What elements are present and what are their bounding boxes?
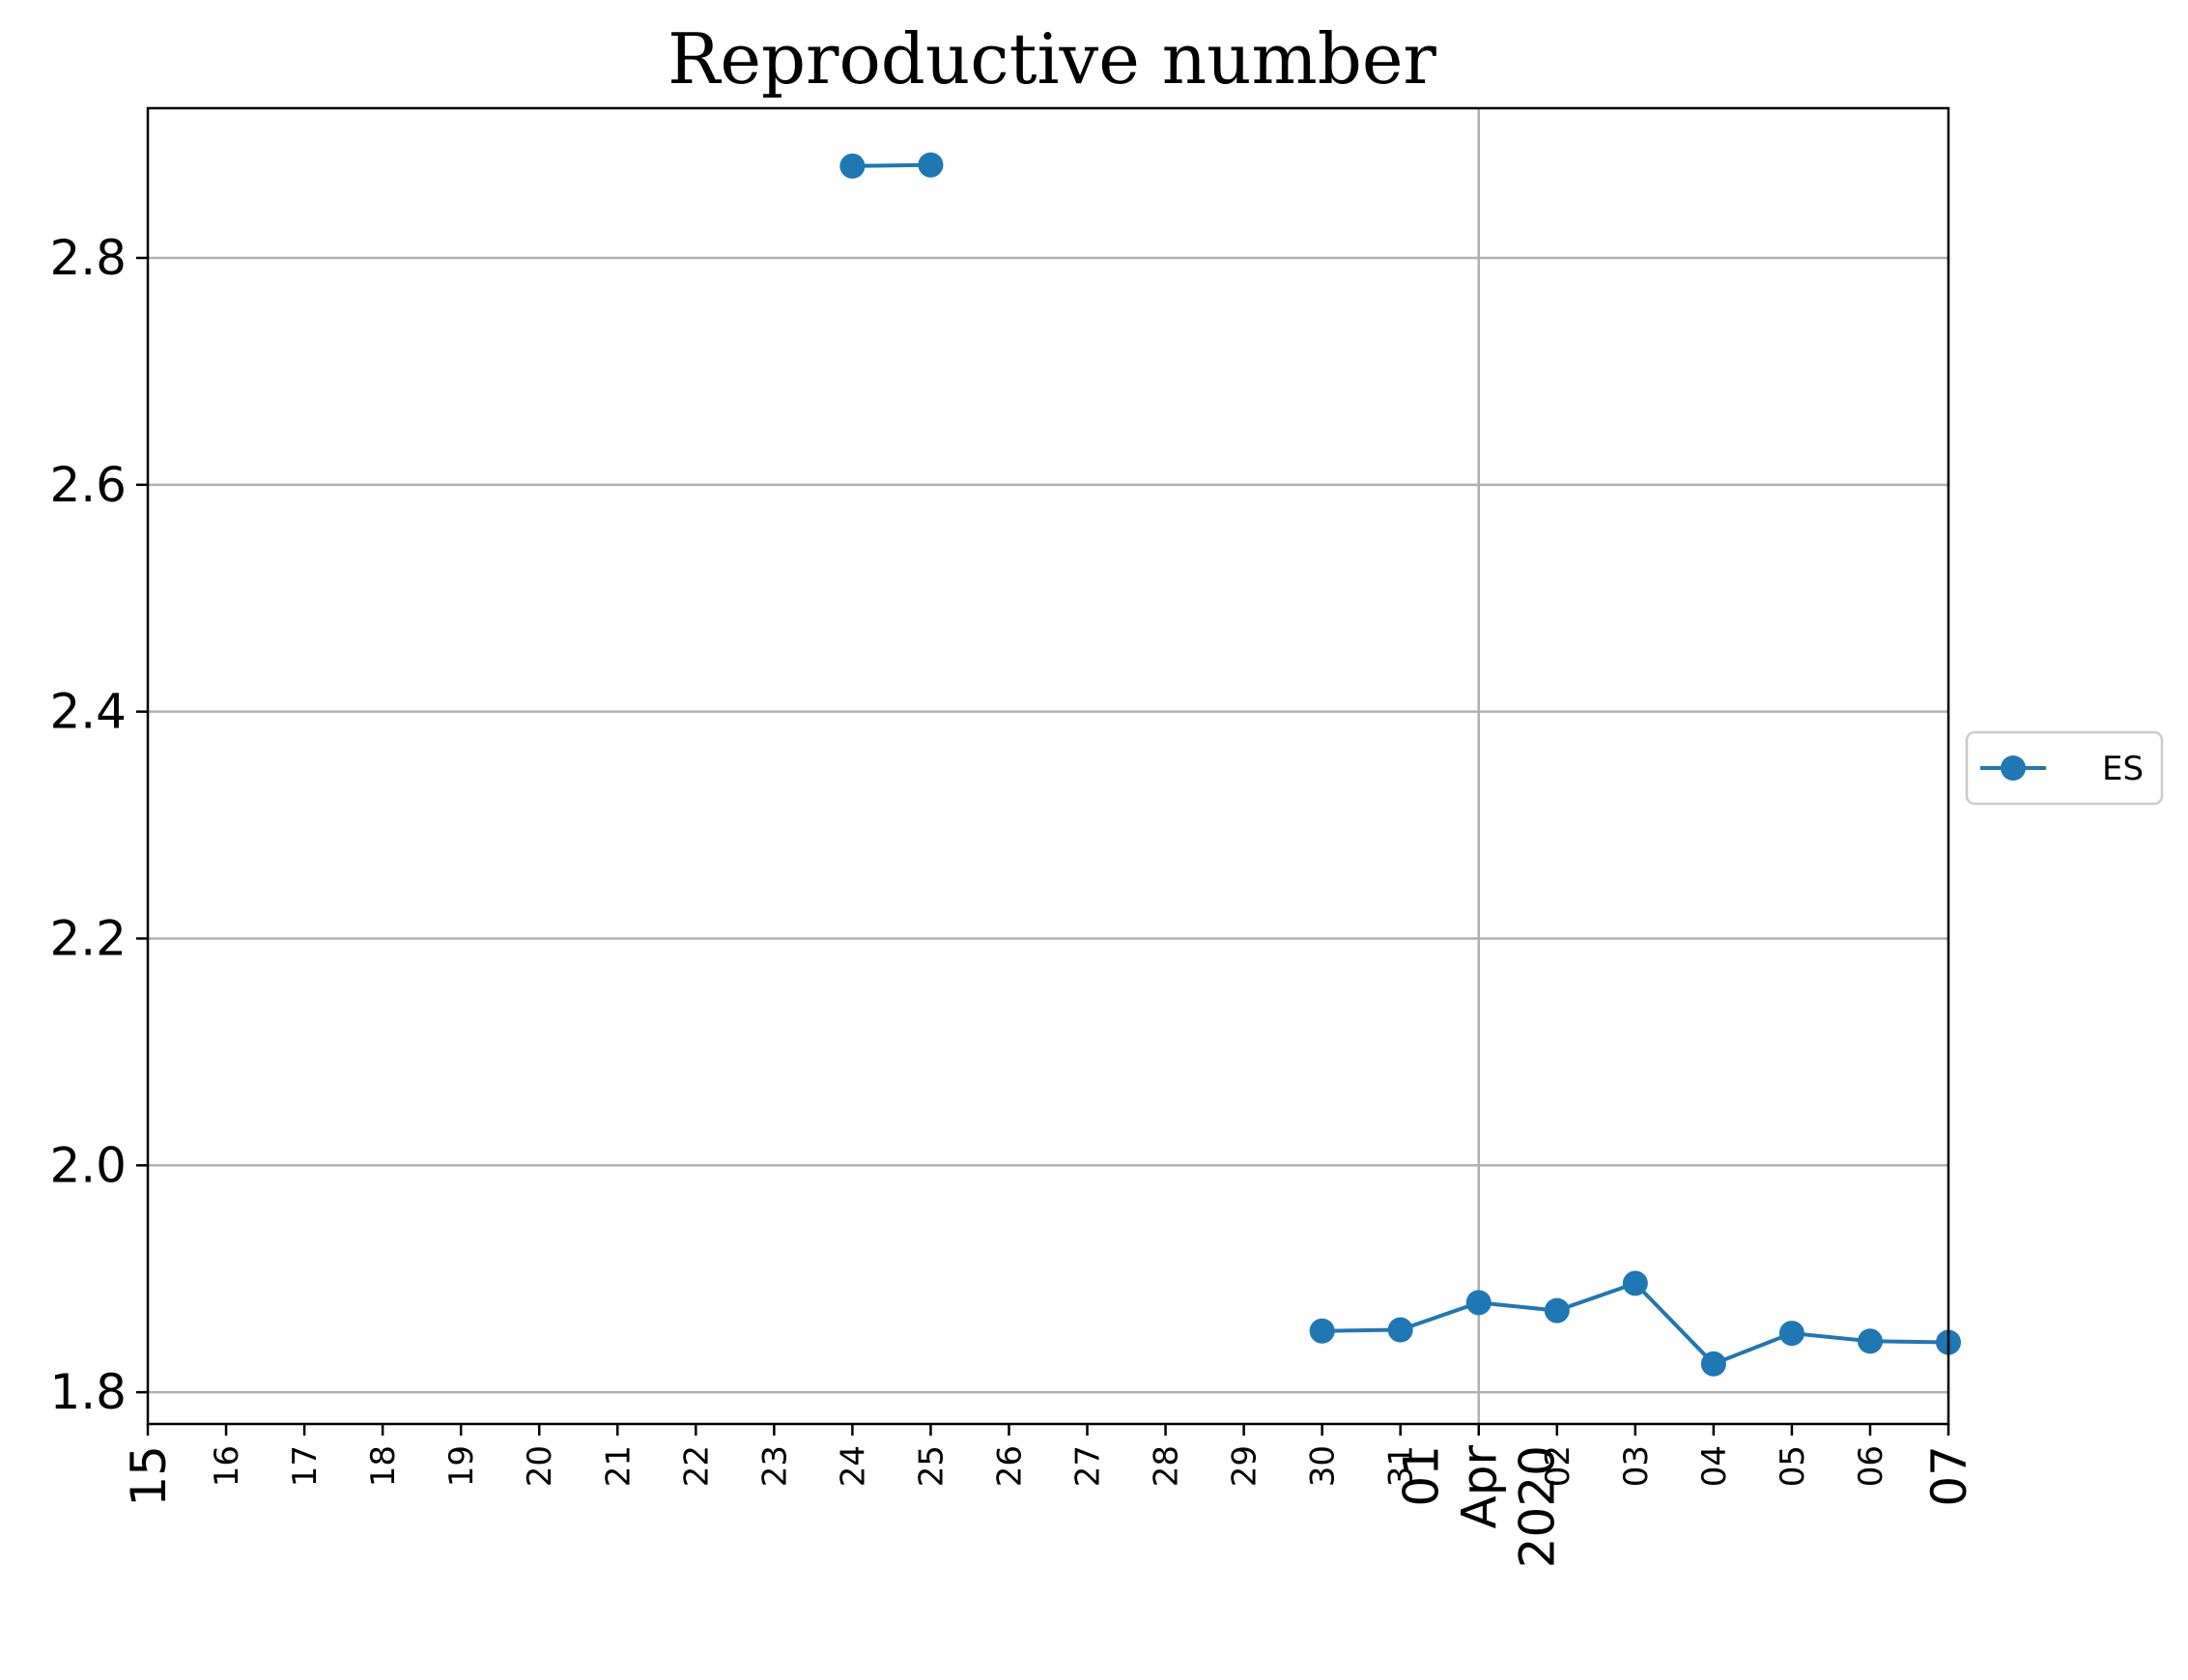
x-tick-label-group: 16 (208, 1445, 246, 1487)
x-tick-label: 23 (755, 1445, 794, 1487)
x-tick-label: 06 (1852, 1445, 1890, 1487)
grid-lines (148, 108, 1948, 1424)
x-tick-label-group: 31 (1382, 1445, 1421, 1487)
x-tick-label-group: 17 (286, 1445, 325, 1487)
x-tick-label: 21 (599, 1445, 638, 1487)
x-tick-label-group: 01 Apr 2020 (1394, 1445, 1566, 1569)
data-point (1778, 1321, 1804, 1347)
x-tick-label-group: 22 (677, 1445, 716, 1487)
x-tick-label: 22 (677, 1445, 716, 1487)
x-tick-label: 18 (364, 1445, 403, 1487)
x-tick-label: 16 (208, 1445, 246, 1487)
x-tick-label-group: 21 (599, 1445, 638, 1487)
y-axis: 1.8 2.0 2.2 2.4 2.6 2.8 (49, 230, 148, 1420)
data-point (1622, 1270, 1648, 1296)
x-tick-label: 15 (121, 1445, 177, 1507)
x-tick-label-group: 20 (521, 1445, 559, 1487)
x-tick-label-group: 03 (1617, 1445, 1656, 1487)
chart-title: Reproductive number (668, 18, 1436, 100)
series-layer (839, 152, 1961, 1377)
data-point (1544, 1297, 1570, 1324)
x-tick-label-group: 06 (1852, 1445, 1890, 1487)
x-tick-label-group: 23 (755, 1445, 794, 1487)
x-tick-label: 24 (834, 1445, 872, 1487)
x-tick-label: 2020 (1510, 1445, 1566, 1568)
x-tick-label: 30 (1304, 1445, 1343, 1487)
x-tick-label: 05 (1774, 1445, 1812, 1487)
x-tick-label: 17 (286, 1445, 325, 1487)
y-tick-label: 2.4 (49, 684, 127, 740)
x-tick-label-group: 02 (1539, 1445, 1577, 1487)
legend-label: ES (2102, 750, 2144, 788)
x-tick-label: 31 (1382, 1445, 1421, 1487)
data-point (918, 152, 944, 178)
legend-marker (2001, 755, 2026, 781)
x-tick-label-group: 24 (834, 1445, 872, 1487)
x-tick-label: 02 (1539, 1445, 1577, 1487)
x-tick-label: 20 (521, 1445, 559, 1487)
x-tick-label: 29 (1226, 1445, 1264, 1487)
plot-frame (146, 106, 1950, 1426)
x-tick-label-group: 15 (121, 1445, 177, 1507)
x-tick-label-group: 28 (1148, 1445, 1186, 1487)
x-tick-label: 03 (1617, 1445, 1656, 1487)
x-tick-label: 25 (912, 1445, 951, 1487)
data-point (1465, 1290, 1492, 1316)
x-tick-label-group: 19 (442, 1445, 481, 1487)
x-tick-label: 28 (1148, 1445, 1186, 1487)
data-point (1387, 1317, 1413, 1343)
x-tick-label-group: 26 (990, 1445, 1029, 1487)
x-tick-label: 27 (1069, 1445, 1108, 1487)
x-tick-label-group: 04 (1695, 1445, 1734, 1487)
y-tick-label: 2.6 (49, 457, 127, 513)
data-point (1857, 1328, 1883, 1354)
x-tick-label-group: 07 (1921, 1445, 1977, 1507)
x-tick-label: 04 (1695, 1445, 1734, 1487)
x-tick-label-group: 18 (364, 1445, 403, 1487)
x-tick-label: 01 (1394, 1445, 1450, 1507)
data-point (1309, 1318, 1335, 1344)
x-tick-label-group: 29 (1226, 1445, 1264, 1487)
x-tick-label-group: 30 (1304, 1445, 1343, 1487)
x-tick-label: 07 (1921, 1445, 1977, 1507)
data-point (839, 153, 866, 179)
y-tick-label: 1.8 (49, 1364, 127, 1420)
x-tick-label: Apr (1452, 1445, 1508, 1529)
legend-box (1965, 730, 2164, 806)
x-tick-label: 26 (990, 1445, 1029, 1487)
x-tick-label-group: 05 (1774, 1445, 1812, 1487)
x-tick-label-group: 27 (1069, 1445, 1108, 1487)
y-tick-label: 2.2 (49, 910, 127, 966)
series-line-es (852, 162, 931, 168)
y-tick-label: 2.8 (49, 230, 127, 286)
legend: ES (1965, 730, 2164, 806)
x-tick-label-group: 25 (912, 1445, 951, 1487)
data-point (1700, 1351, 1726, 1377)
x-tick-label: 19 (442, 1445, 481, 1487)
y-tick-label: 2.0 (49, 1137, 127, 1193)
